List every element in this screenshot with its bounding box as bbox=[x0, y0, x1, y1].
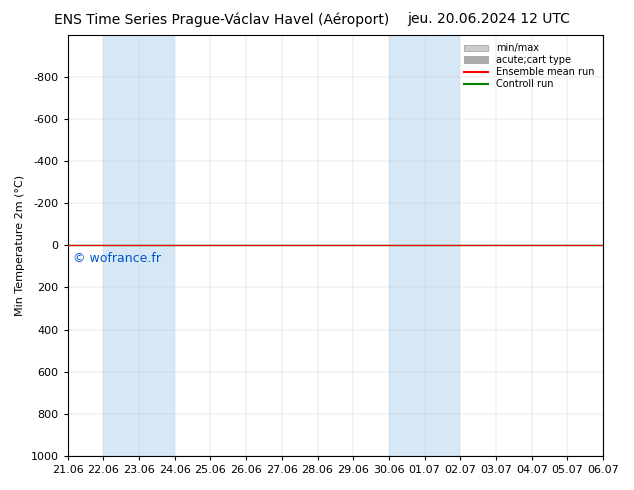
Bar bbox=[103, 35, 175, 456]
Y-axis label: Min Temperature 2m (°C): Min Temperature 2m (°C) bbox=[15, 175, 25, 316]
Text: © wofrance.fr: © wofrance.fr bbox=[73, 251, 161, 265]
Bar bbox=[389, 35, 460, 456]
Text: jeu. 20.06.2024 12 UTC: jeu. 20.06.2024 12 UTC bbox=[407, 12, 569, 26]
Legend: min/max, acute;cart type, Ensemble mean run, Controll run: min/max, acute;cart type, Ensemble mean … bbox=[460, 40, 598, 93]
Bar bbox=[603, 35, 634, 456]
Text: ENS Time Series Prague-Václav Havel (Aéroport): ENS Time Series Prague-Václav Havel (Aér… bbox=[55, 12, 389, 27]
